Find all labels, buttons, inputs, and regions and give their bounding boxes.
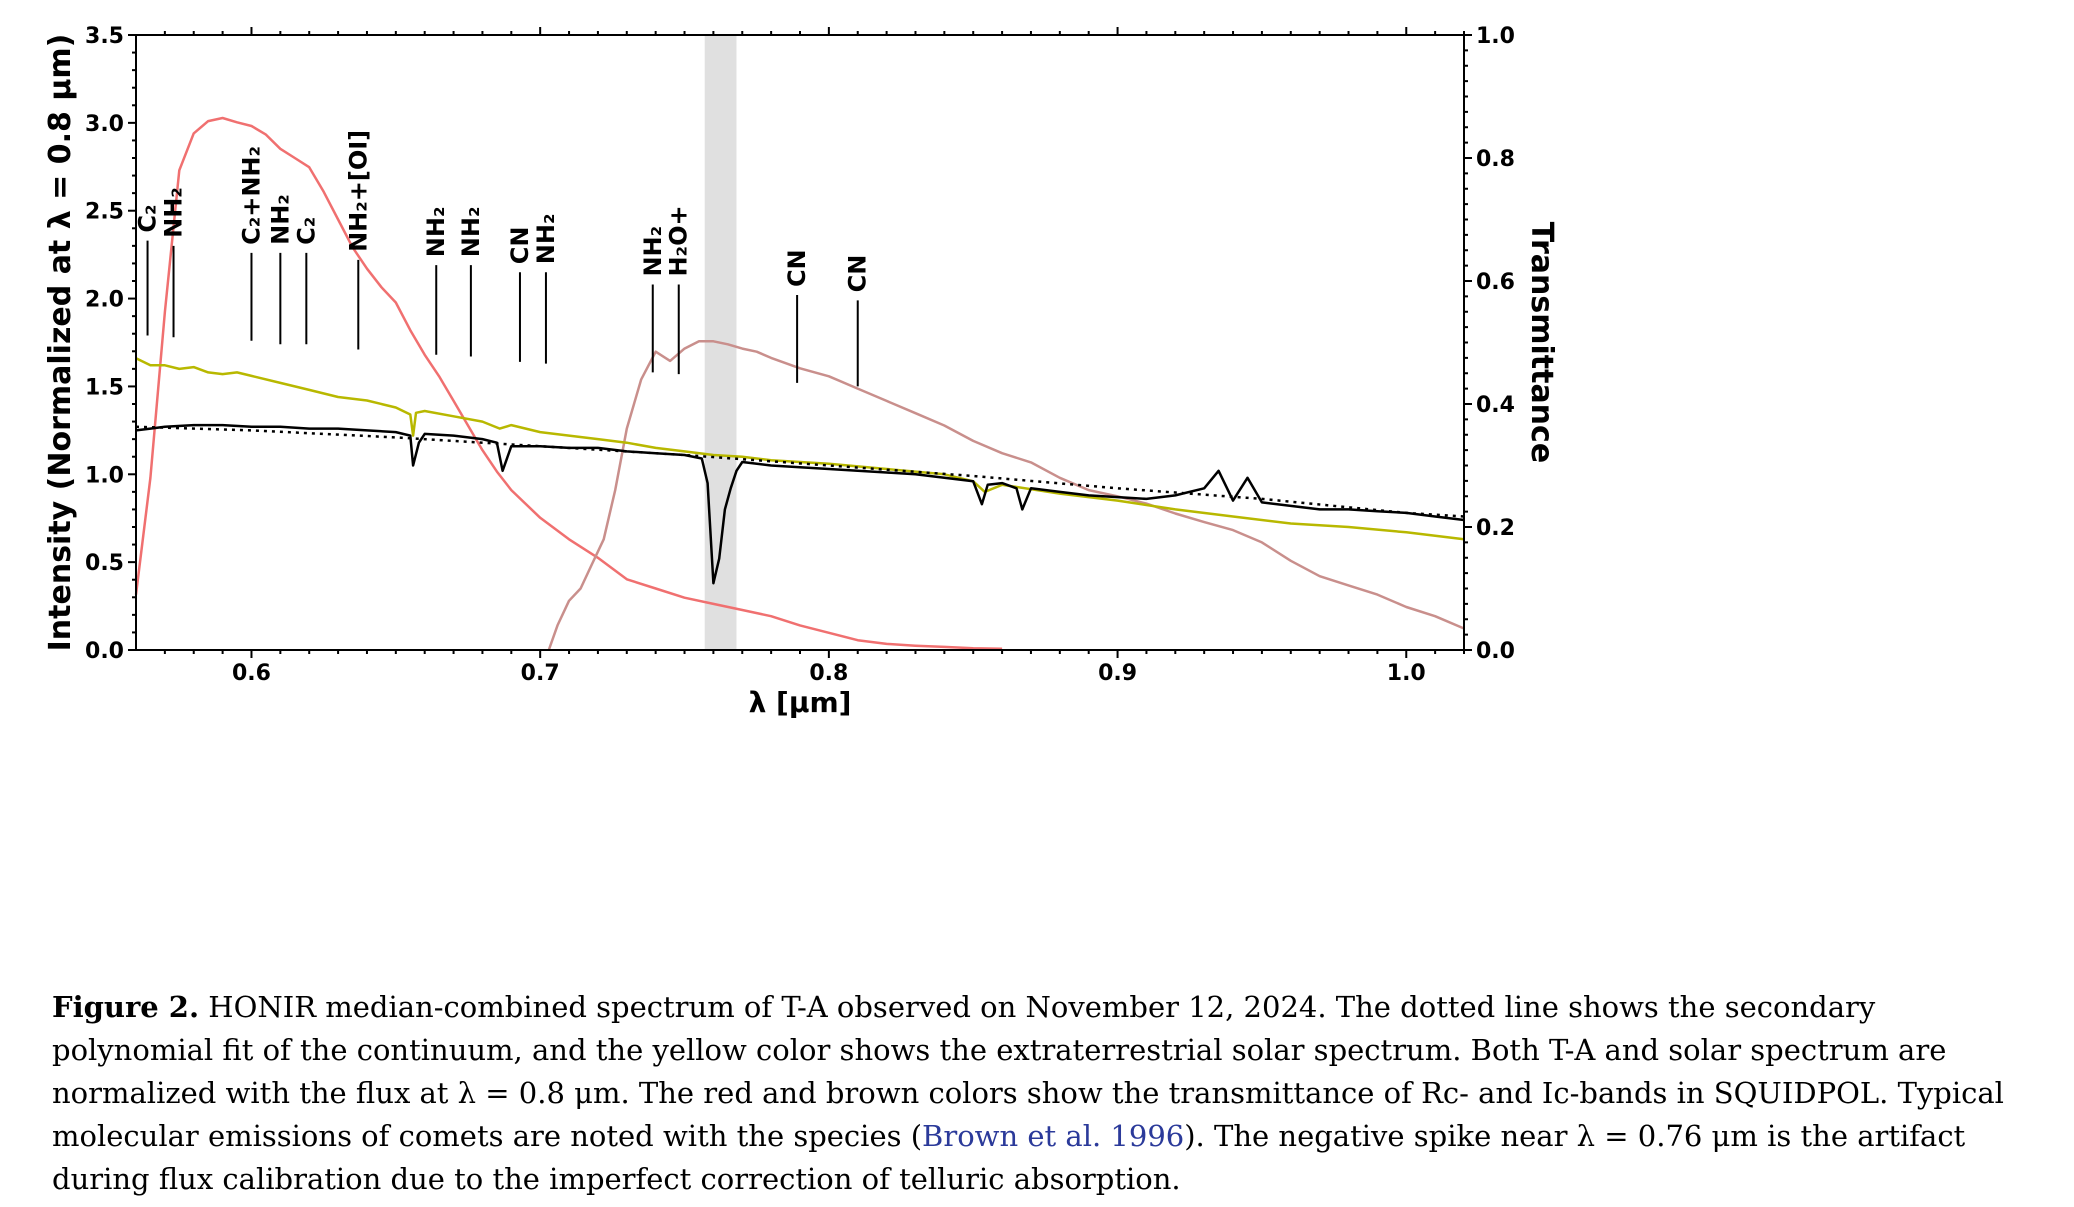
right-y-axis-ticks: 0.0 0.2 0.4 0.6 0.8 1.0 bbox=[1464, 24, 1515, 664]
left-y-tick-label: 1.0 bbox=[85, 463, 124, 488]
right-y-tick-label: 1.0 bbox=[1476, 24, 1515, 49]
x-tick-label: 0.8 bbox=[809, 661, 848, 686]
species-label-9: NH₂ bbox=[532, 214, 560, 265]
caption-text-part2: ). The negative spike near λ = 0.76 μm i… bbox=[52, 1119, 1966, 1196]
species-label-2: C₂+NH₂ bbox=[237, 146, 265, 245]
x-tick-label: 0.6 bbox=[232, 661, 271, 686]
left-y-tick-label: 0.0 bbox=[85, 639, 124, 664]
left-y-axis-label: Intensity (Normalized at λ = 0.8 μm) bbox=[43, 34, 78, 652]
species-label-10: NH₂ bbox=[639, 226, 667, 277]
species-label-12: CN bbox=[783, 249, 811, 287]
figure-caption: Figure 2. HONIR median-combined spectrum… bbox=[52, 986, 2042, 1201]
series-line-2 bbox=[135, 357, 1465, 541]
right-y-tick-label: 0.2 bbox=[1476, 516, 1515, 541]
right-y-tick-label: 0.6 bbox=[1476, 270, 1515, 295]
species-label-11: H₂O+ bbox=[665, 205, 693, 276]
left-y-tick-label: 2.0 bbox=[85, 288, 124, 313]
species-label-7: NH₂ bbox=[457, 206, 485, 257]
x-tick-label: 1.0 bbox=[1387, 661, 1426, 686]
x-axis-ticks: 0.6 0.7 0.8 0.9 1.0 bbox=[163, 27, 1465, 686]
right-y-tick-label: 0.0 bbox=[1476, 639, 1515, 664]
x-tick-label: 0.7 bbox=[521, 661, 560, 686]
series-line-3 bbox=[135, 423, 1465, 585]
series-line-1 bbox=[547, 340, 1465, 651]
species-label-8: CN bbox=[506, 227, 534, 265]
left-y-tick-label: 3.5 bbox=[85, 24, 124, 49]
right-y-tick-label: 0.4 bbox=[1476, 393, 1515, 418]
left-y-tick-label: 1.5 bbox=[85, 375, 124, 400]
series-layer bbox=[134, 116, 1465, 651]
species-label-6: NH₂ bbox=[422, 206, 450, 257]
series-line-4 bbox=[135, 425, 1465, 518]
left-y-axis-ticks: 0.0 0.5 1.0 1.5 2.0 2.5 3.0 3.5 bbox=[85, 24, 136, 664]
species-label-3: NH₂ bbox=[266, 194, 294, 245]
x-axis-label: λ [μm] bbox=[749, 686, 852, 719]
left-y-tick-label: 2.5 bbox=[85, 200, 124, 225]
series-line-0 bbox=[134, 116, 1003, 651]
species-label-1: NH₂ bbox=[160, 187, 188, 238]
species-label-0: C₂ bbox=[134, 204, 162, 232]
left-y-tick-label: 0.5 bbox=[85, 551, 124, 576]
plot-frame bbox=[135, 34, 1465, 651]
right-y-tick-label: 0.8 bbox=[1476, 147, 1515, 172]
left-y-tick-label: 3.0 bbox=[85, 112, 124, 137]
species-label-5: NH₂+[OI] bbox=[344, 130, 372, 252]
x-tick-label: 0.9 bbox=[1098, 661, 1137, 686]
species-label-13: CN bbox=[844, 255, 872, 293]
caption-text-part1: HONIR median-combined spectrum of T-A ob… bbox=[52, 990, 2004, 1153]
right-y-axis-label: Transmittance bbox=[1524, 222, 1559, 463]
species-label-4: C₂ bbox=[292, 217, 320, 245]
caption-citation-link[interactable]: Brown et al. 1996 bbox=[922, 1119, 1185, 1153]
caption-figure-label: Figure 2. bbox=[52, 990, 200, 1024]
